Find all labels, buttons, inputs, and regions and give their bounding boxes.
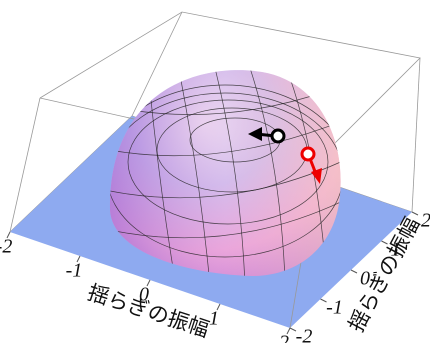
box-edge: [9, 97, 41, 233]
x-tick-label: 1: [209, 308, 219, 330]
x-tick: [146, 279, 151, 287]
x-tick: [6, 231, 11, 239]
red-arrowhead: [311, 168, 322, 184]
x-tick: [216, 303, 221, 311]
y-tick-label: -2: [296, 326, 313, 343]
black-arrowhead: [248, 127, 262, 141]
surface: [109, 70, 341, 276]
y-tick: [289, 327, 297, 332]
x-tick: [76, 255, 81, 263]
x-tick-label: 0: [139, 284, 149, 306]
arrows: [248, 127, 322, 184]
y-tick-label: -1: [326, 297, 343, 319]
dome-shade: [109, 70, 341, 276]
y-tick-label: 2: [421, 210, 430, 232]
y-tick: [381, 240, 388, 245]
x-tick-label: 2: [279, 332, 289, 343]
y-tick-label: 1: [391, 239, 401, 261]
box-edge: [131, 11, 183, 117]
black-point: [270, 128, 286, 144]
red-point: [300, 146, 316, 162]
box-edge: [411, 57, 421, 213]
y-tick-label: 0: [360, 268, 370, 290]
x-tick-label: -2: [0, 236, 12, 258]
y-tick: [350, 269, 358, 274]
y-tick: [320, 298, 327, 303]
x-tick: [286, 327, 291, 335]
y-tick: [411, 211, 419, 216]
x-tick-label: -1: [66, 260, 83, 282]
mesh: [109, 70, 341, 276]
